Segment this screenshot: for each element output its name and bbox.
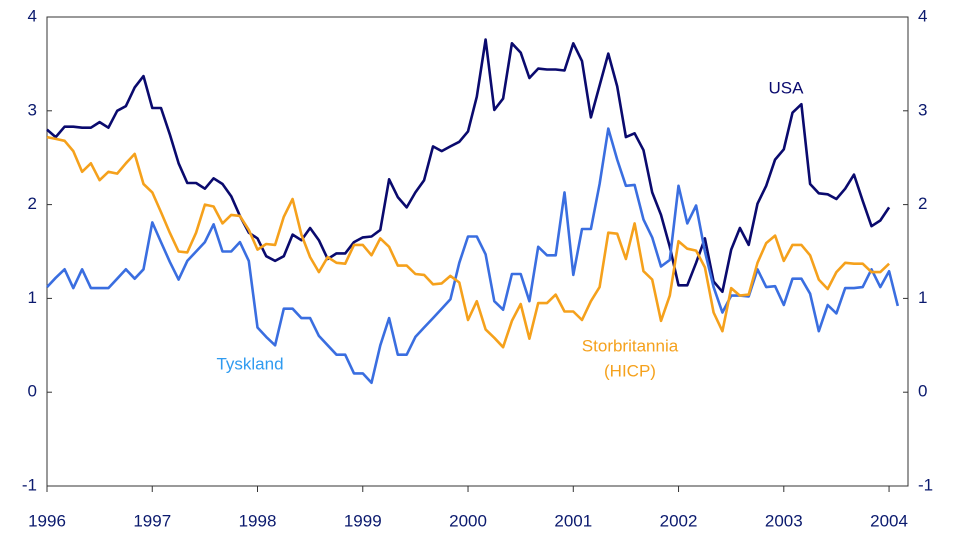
y-tick-label: 1 — [28, 288, 37, 307]
series-label: Tyskland — [216, 354, 283, 373]
x-tick-label: 2004 — [870, 511, 908, 530]
y-tick-label: 2 — [28, 194, 37, 213]
x-tick-label: 1997 — [133, 511, 171, 530]
y2-tick-label: 0 — [918, 382, 927, 401]
series-line — [46, 127, 900, 385]
series-label: USA — [769, 78, 805, 97]
series-label: (HICP) — [604, 361, 656, 380]
x-tick-label: 2000 — [449, 511, 487, 530]
y-tick-label: 3 — [28, 100, 37, 119]
x-tick-label: 1996 — [28, 511, 66, 530]
series-label: Storbritannia — [582, 336, 679, 355]
x-tick-label: 2002 — [660, 511, 698, 530]
series-line — [46, 135, 890, 349]
x-tick-label: 1998 — [239, 511, 277, 530]
x-tick-label: 2003 — [765, 511, 803, 530]
y2-tick-label: 4 — [918, 6, 927, 25]
y-tick-label: -1 — [22, 475, 37, 494]
series-line — [46, 38, 891, 294]
y2-tick-label: 2 — [918, 194, 927, 213]
x-tick-label: 1999 — [344, 511, 382, 530]
y2-tick-label: 1 — [918, 288, 927, 307]
y2-tick-label: 3 — [918, 100, 927, 119]
y2-tick-label: -1 — [918, 475, 933, 494]
plot-frame — [46, 16, 909, 487]
y-tick-label: 0 — [28, 382, 37, 401]
y-tick-label: 4 — [28, 6, 37, 25]
x-tick-label: 2001 — [554, 511, 592, 530]
